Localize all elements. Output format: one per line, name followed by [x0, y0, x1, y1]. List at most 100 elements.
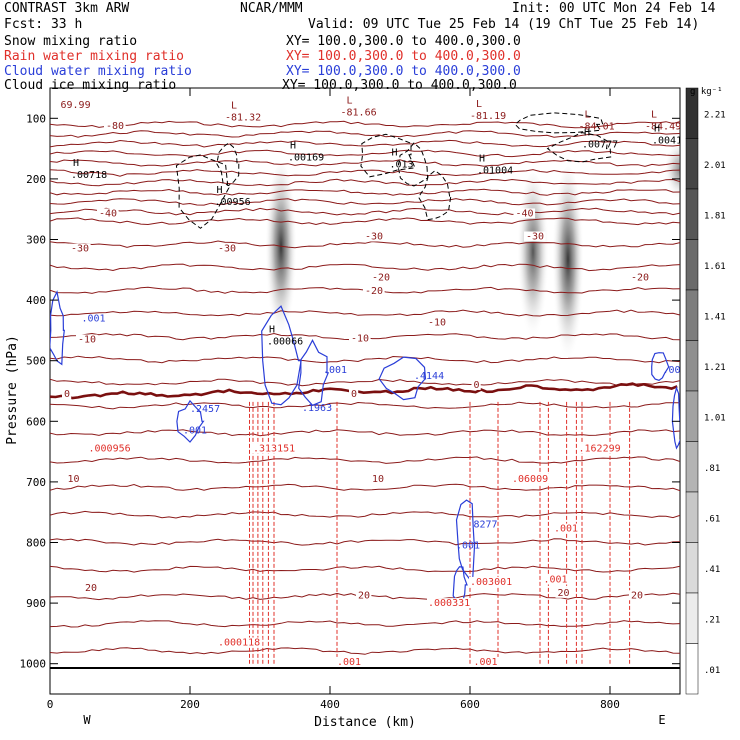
- isotherm-line: [50, 378, 680, 387]
- isotherm-line: [50, 510, 680, 519]
- label-bg: [363, 286, 385, 297]
- cloud-water-label: .001: [183, 425, 207, 436]
- label-bg: [58, 99, 93, 110]
- colorbar-swatch: [685, 138, 699, 190]
- label-bg: [252, 443, 298, 454]
- y-tick-label: 200: [26, 173, 46, 186]
- isotherm-line: [50, 401, 680, 410]
- temperature-label: 10: [68, 474, 80, 485]
- label-bg: [511, 473, 551, 484]
- colorbar-label: 1.81: [704, 211, 726, 221]
- ice-max-marker: H: [290, 140, 296, 151]
- plot-frame: [49, 87, 681, 695]
- cloud-water-label: 8277: [474, 519, 498, 530]
- temperature-label: -20: [365, 286, 383, 297]
- colorbar-label: .41: [704, 565, 720, 575]
- init-time: Init: 00 UTC Mon 24 Feb 14: [512, 1, 716, 16]
- label-bg: [363, 231, 385, 242]
- cloud-ice-contour: [397, 142, 429, 187]
- isotherm-line: [50, 149, 680, 158]
- cloud-ice-contour: [546, 132, 612, 163]
- cloud-water-contour: [50, 290, 65, 366]
- isotherm-line: [50, 565, 680, 573]
- colorbar-unit: g kg⁻¹: [690, 87, 723, 97]
- ice-max-marker: H: [654, 123, 660, 134]
- label-bg: [336, 656, 363, 667]
- cloud-water-contour: [298, 338, 330, 407]
- ice-max-label: .013: [390, 160, 414, 171]
- temperature-label: 0: [351, 389, 357, 400]
- valid-time: Valid: 09 UTC Tue 25 Feb 14 (19 ChT Tue …: [308, 17, 700, 32]
- cloud-water-label: .001: [456, 541, 480, 552]
- ice-max-label: .00411: [652, 135, 688, 146]
- field-ice-name: Cloud ice mixing ratio: [4, 78, 177, 93]
- cloud-water-label: .4144: [414, 371, 444, 382]
- low-value-label: -81.32: [225, 112, 261, 123]
- label-bg: [216, 243, 238, 254]
- y-tick-label: 700: [26, 476, 46, 489]
- freezing-level-line: [50, 382, 678, 400]
- east-label: E: [658, 713, 665, 727]
- temperature-label: -80: [106, 121, 124, 132]
- y-axis-title: Pressure (hPa): [5, 335, 20, 445]
- label-bg: [349, 333, 371, 344]
- rain-label: .06009: [512, 474, 548, 485]
- temperature-label: -30: [365, 232, 383, 243]
- isotherm-line: [50, 207, 680, 216]
- rain-label: .001: [554, 524, 578, 535]
- cloud-ice-contour: [514, 112, 604, 134]
- label-bg: [65, 473, 81, 484]
- low-value-label: -81.66: [341, 107, 377, 118]
- temperature-label: -20: [631, 273, 649, 284]
- label-bg: [349, 389, 359, 400]
- colorbar-label: 2.01: [704, 161, 726, 171]
- low-value-label: -81.19: [470, 111, 506, 122]
- label-bg: [62, 389, 72, 400]
- temperature-label: -40: [99, 208, 117, 219]
- temperature-label: 0: [64, 389, 70, 400]
- rain-label: .000118: [218, 638, 260, 649]
- temperature-label: -10: [351, 333, 369, 344]
- rain-label: .000956: [89, 444, 131, 455]
- label-bg: [104, 121, 126, 132]
- temperature-label: 0: [474, 380, 480, 391]
- ice-max-label: .00956: [215, 197, 251, 208]
- x-tick-label: 0: [47, 698, 54, 711]
- isotherm-line: [50, 263, 680, 272]
- field-rain-name: Rain water mixing ratio: [4, 49, 185, 64]
- colorbar-swatch: [685, 542, 699, 594]
- isotherm-line: [50, 120, 680, 129]
- y-tick-label: 100: [26, 112, 46, 125]
- low-marker: L: [231, 100, 237, 111]
- label-bg: [69, 243, 91, 254]
- colorbar-label: .81: [704, 464, 720, 474]
- axes: 0 200 400 600 800100200300400500600700800900…: [20, 88, 680, 711]
- temperature-label: 20: [85, 583, 97, 594]
- field-ice-xy: XY= 100.0,300.0 to 400.0,300.0: [282, 78, 517, 93]
- ice-max-label: .00718: [71, 170, 107, 181]
- label-bg: [97, 208, 119, 219]
- ice-max-marker: H: [73, 158, 79, 169]
- temperature-label: 20: [631, 590, 643, 601]
- low-marker: L: [651, 109, 657, 120]
- colorbar-label: 1.61: [704, 262, 726, 272]
- rain-label: .001: [474, 657, 498, 668]
- cloud-ice-contour: [360, 133, 416, 178]
- colorbar-swatch: [685, 643, 699, 695]
- label-bg: [76, 334, 98, 345]
- y-tick-label: 900: [26, 597, 46, 610]
- field-snow-xy: XY= 100.0,300.0 to 400.0,300.0: [286, 34, 521, 49]
- isotherm-line: [50, 178, 680, 187]
- label-bg: [370, 473, 386, 484]
- cloud-water-contour: [176, 399, 205, 443]
- isotherm-line: [50, 456, 680, 464]
- cloud-water-label: .001: [663, 365, 687, 376]
- model-title: CONTRAST 3km ARW: [4, 1, 130, 16]
- center-title: NCAR/MMM: [240, 1, 303, 16]
- snow-column-2: [552, 166, 584, 373]
- label-bg: [87, 443, 133, 454]
- x-tick-label: 800: [600, 698, 620, 711]
- temperature-label: -30: [218, 244, 236, 255]
- temperature-label: 69.99: [61, 100, 91, 111]
- temperature-label: -30: [526, 232, 544, 243]
